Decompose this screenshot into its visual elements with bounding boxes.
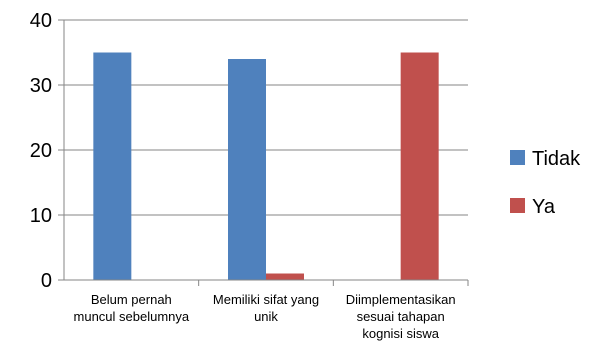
- axes: [58, 19, 469, 286]
- y-tick-label-10: 10: [30, 205, 52, 227]
- legend: Tidak Ya: [510, 148, 581, 218]
- legend-label-tidak: Tidak: [532, 148, 581, 170]
- x-tick-label-line: Diimplementasikan: [346, 292, 456, 307]
- bar-tidak-1: [228, 59, 266, 280]
- y-tick-labels: 0 10 20 30 40: [30, 10, 52, 292]
- x-tick-label-1: Memiliki sifat yang unik: [213, 292, 319, 324]
- y-tick-label-20: 20: [30, 140, 52, 162]
- x-tick-label-0: Belum pernah muncul sebelumnya: [74, 292, 190, 324]
- x-tick-label-line: muncul sebelumnya: [74, 309, 190, 324]
- bar-ya-1: [266, 273, 304, 280]
- bar-tidak-0: [93, 52, 132, 280]
- bars: [93, 52, 439, 280]
- x-tick-label-line: Belum pernah: [91, 292, 172, 307]
- y-tick-label-40: 40: [30, 10, 52, 32]
- x-tick-label-line: unik: [254, 309, 278, 324]
- x-tick-label-line: sesuai tahapan: [357, 309, 445, 324]
- x-tick-labels: Belum pernah muncul sebelumnya Memiliki si…: [74, 292, 456, 341]
- legend-label-ya: Ya: [532, 196, 556, 218]
- x-tick-label-line: Memiliki sifat yang: [213, 292, 319, 307]
- y-tick-label-30: 30: [30, 75, 52, 97]
- y-tick-label-0: 0: [41, 270, 52, 292]
- x-tick-label-2: Diimplementasikan sesuai tahapan kognisi s…: [346, 292, 456, 341]
- legend-swatch-tidak: [510, 150, 525, 165]
- bar-ya-2: [400, 52, 439, 280]
- legend-swatch-ya: [510, 198, 525, 213]
- x-tick-label-line: kognisi siswa: [362, 326, 439, 341]
